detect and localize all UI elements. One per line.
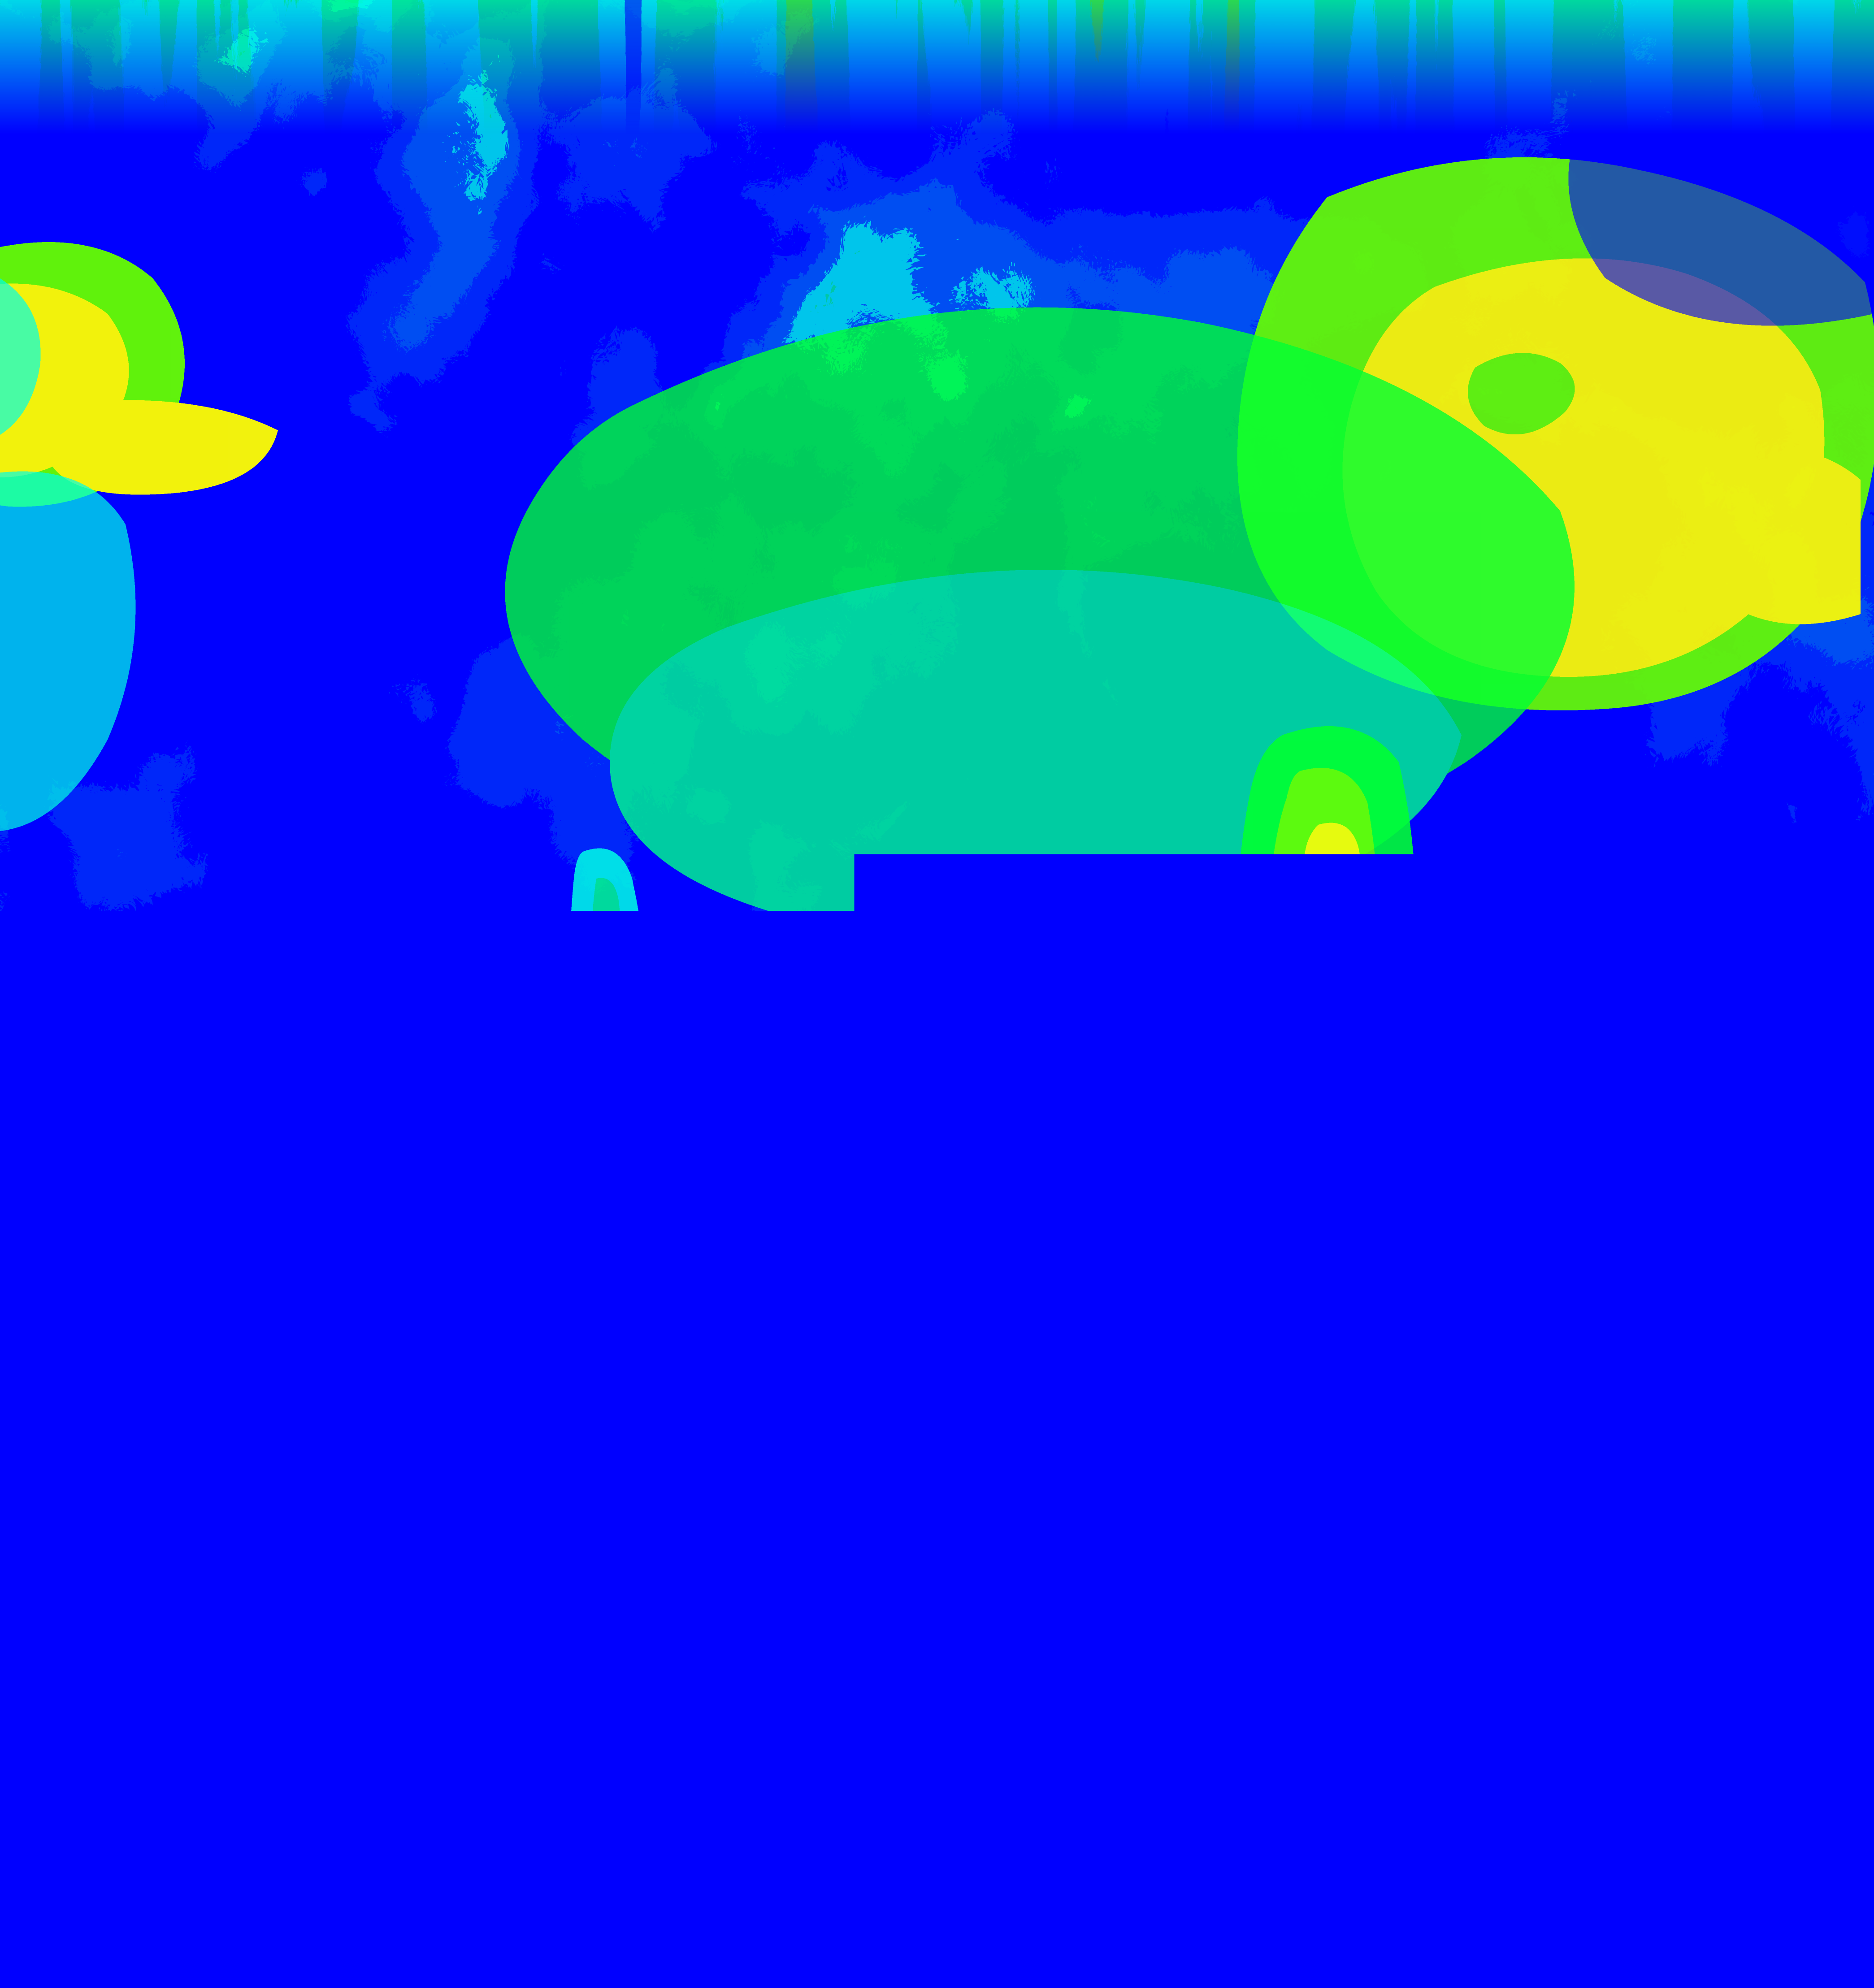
raster-visualization-canvas	[0, 0, 1874, 1988]
speckle-noise-layer	[0, 0, 1874, 1988]
quantized-field-raster	[0, 0, 1874, 1988]
